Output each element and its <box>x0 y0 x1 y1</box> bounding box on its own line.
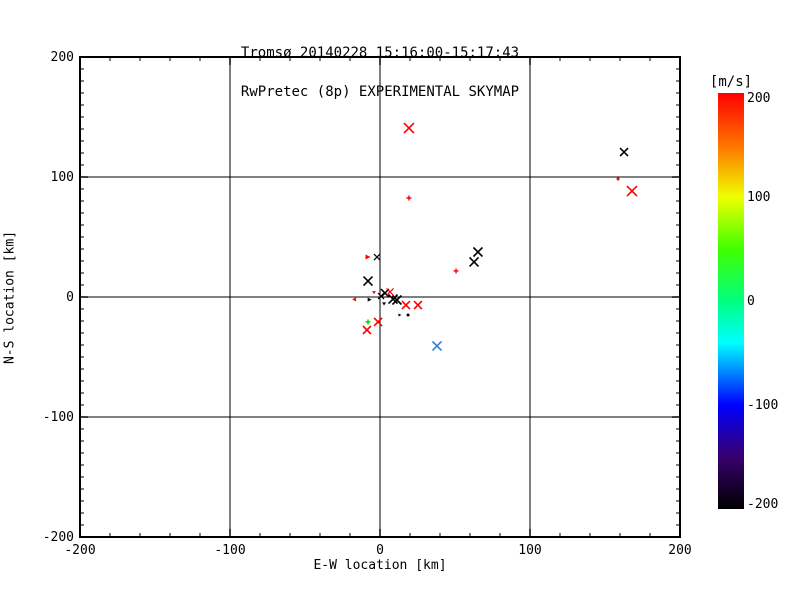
data-point-plus <box>365 319 371 325</box>
data-point-x <box>472 246 484 258</box>
data-point-triangle <box>398 313 402 317</box>
plot-frame <box>79 56 681 538</box>
data-point-triangle <box>382 302 387 306</box>
colorbar-gradient <box>718 93 744 509</box>
data-point-x <box>362 325 372 335</box>
data-point-triangle <box>365 254 371 260</box>
data-point-x <box>373 253 381 261</box>
data-point-x <box>413 300 423 310</box>
y-tick-label: 0 <box>66 290 74 305</box>
x-axis-label: E-W location [km] <box>313 558 447 573</box>
x-tick-label: -100 <box>214 543 245 558</box>
data-point-x <box>431 340 443 352</box>
x-tick-label: 200 <box>668 543 691 558</box>
colorbar-tick-label: 100 <box>747 190 770 205</box>
colorbar-tick-label: 0 <box>747 294 755 309</box>
data-point-x <box>387 293 399 305</box>
colorbar-tick-label: -100 <box>747 398 778 413</box>
data-point-x <box>619 147 629 157</box>
y-tick-label: 200 <box>51 50 74 65</box>
plot-title-line2: RwPretec (8p) EXPERIMENTAL SKYMAP <box>240 84 520 100</box>
data-point-x <box>391 294 403 306</box>
data-point-dot <box>616 177 620 181</box>
y-tick-label: -200 <box>43 530 74 545</box>
data-point-x <box>373 317 383 327</box>
colorbar-tick-label: 200 <box>747 91 770 106</box>
x-tick-label: 100 <box>518 543 541 558</box>
data-point-x <box>403 122 415 134</box>
data-point-x <box>468 256 480 268</box>
data-point-triangle <box>352 297 357 302</box>
y-tick-label: -100 <box>43 410 74 425</box>
x-tick-label: -200 <box>64 543 95 558</box>
y-axis-label: N-S location [km] <box>2 230 18 365</box>
data-point-plus <box>406 195 412 201</box>
data-point-x <box>386 288 394 296</box>
colorbar-tick-label: -200 <box>747 497 778 512</box>
y-tick-label: 100 <box>51 170 74 185</box>
data-point-dot <box>406 313 410 317</box>
colorbar-unit-label: [m/s] <box>709 74 753 90</box>
data-point-plus <box>453 268 459 274</box>
data-point-x <box>626 185 638 197</box>
x-tick-label: 0 <box>376 543 384 558</box>
data-point-x <box>401 300 411 310</box>
data-point-triangle <box>372 291 376 295</box>
data-point-triangle <box>367 297 372 302</box>
data-point-x <box>362 275 374 287</box>
